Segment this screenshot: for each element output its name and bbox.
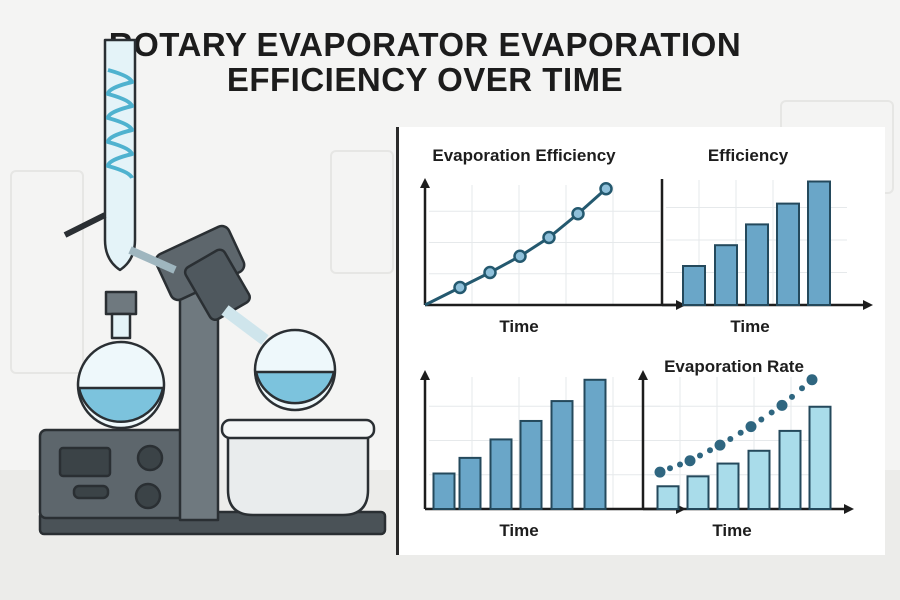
chart-1-data-point [542,230,556,245]
chart-1-data-point [599,182,613,196]
chart-4-small-dot [677,461,683,468]
chart-3-bar [458,456,482,511]
background-shelf [330,150,394,274]
chart-4-small-dot [697,452,703,459]
condenser-coil [106,68,134,179]
chart-4-small-dot [758,416,765,423]
chart-3-bar [519,419,543,510]
chart-2-x-arrow-icon [863,300,873,310]
chart-4-bar [808,405,832,511]
chart-4-dot [654,466,666,478]
chart-1-y-arrow-icon [420,178,430,188]
chart-4-small-dot [737,429,744,436]
chart-1-series-line [424,187,607,307]
chart-3-bar [489,438,513,511]
condenser [103,38,137,272]
chart-2-title: Efficiency [708,146,789,165]
page-title-line-1: ROTARY EVAPORATOR EVAPORATION [108,26,742,63]
chart-4-x-arrow-icon [844,504,854,514]
chart-4-bar [716,462,740,510]
chart-4-xlabel: Time [712,521,751,540]
chart-2-xlabel: Time [730,317,769,336]
chart-1-data-point [513,249,527,263]
evaporating-flask-neck [221,305,269,345]
chart-4-dot [714,439,726,451]
knob-icon [134,482,162,510]
button-slot [72,484,110,500]
chart-2-bar [714,244,738,306]
side-inlet [63,212,107,238]
chart-1-data-point [483,265,497,280]
chart-3-bar [550,400,574,510]
chart-3-bar [583,378,607,510]
chart-4-dot [776,399,788,411]
chart-4-bar [656,485,680,510]
chart-4-y-arrow-icon [638,370,648,380]
chart-4-small-dot [727,435,734,442]
chart-2-bar [776,202,800,307]
chart-4-small-dot [768,409,775,416]
chart-4-small-dot [799,385,805,392]
chart-3-bar [432,472,456,510]
chart-1-xlabel: Time [499,317,538,336]
display-screen [58,446,112,478]
water-bath-rim [220,418,376,440]
chart-4-title: Evaporation Rate [664,357,804,376]
chart-1-data-point [571,207,585,221]
chart-4-dot [684,455,696,467]
chart-2-bar [745,223,769,306]
chart-4-bar [747,449,771,510]
chart-4-small-dot [789,393,795,400]
chart-4-bar [686,475,710,510]
background-shelf [10,170,84,374]
knob-icon [136,444,164,472]
water-bath [226,428,370,517]
vapor-duct [128,246,177,274]
joint [110,312,132,340]
chart-4-dot [806,374,818,386]
chart-1-data-point [453,280,467,295]
rotary-evaporator-illustration [38,38,387,536]
chart-3-xlabel: Time [499,521,538,540]
chart-4-dot [745,421,757,433]
evaporating-flask-liquid [254,370,336,405]
chart-2-bar [682,265,706,306]
receiving-flask-liquid [77,386,165,424]
chart-1-title: Evaporation Efficiency [432,146,616,165]
chart-2-bar [807,180,831,306]
chart-4-bar [778,429,802,510]
chart-3-y-arrow-icon [420,370,430,380]
chart-4-small-dot [707,447,713,454]
page-title-line-2: EFFICIENCY OVER TIME [226,61,624,98]
chart-4-small-dot [667,465,673,472]
